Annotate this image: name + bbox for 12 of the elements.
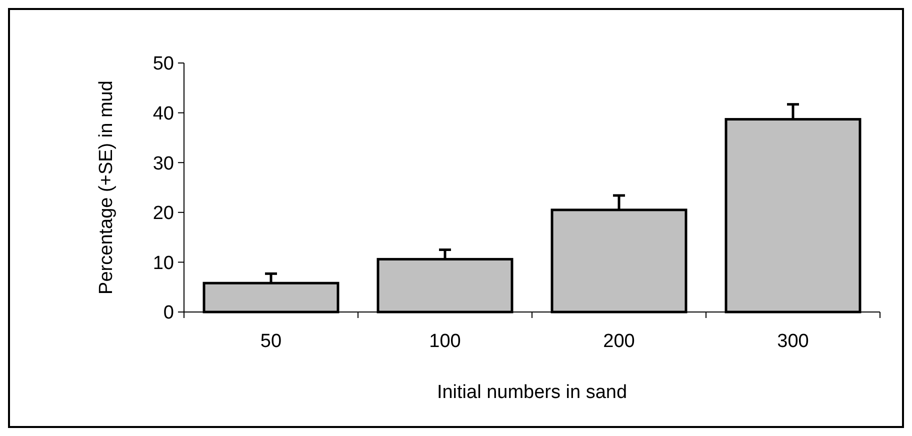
y-tick-label: 50 — [152, 54, 174, 75]
y-tick-label: 20 — [152, 203, 174, 224]
y-tick-label: 40 — [152, 103, 174, 124]
x-tick-label: 300 — [777, 331, 809, 352]
x-axis-title: Initial numbers in sand — [436, 382, 628, 403]
y-tick-label: 30 — [152, 153, 174, 174]
y-tick-label: 0 — [163, 302, 174, 324]
y-tick-label: 10 — [152, 252, 174, 274]
x-tick-label: 50 — [260, 331, 282, 352]
x-tick-label: 100 — [429, 331, 461, 352]
x-tick-label: 200 — [603, 331, 635, 352]
y-axis-title: Percentage (+SE) in mud — [96, 80, 117, 294]
